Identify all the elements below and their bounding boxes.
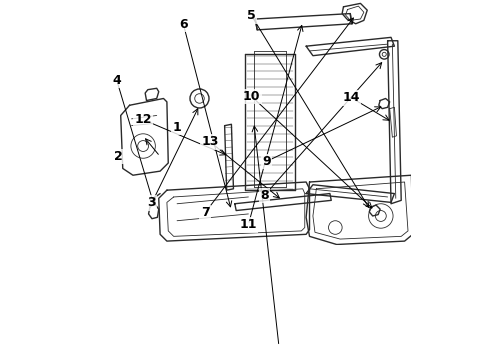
Polygon shape — [313, 182, 408, 239]
Polygon shape — [167, 189, 305, 237]
Text: 12: 12 — [135, 113, 152, 126]
Polygon shape — [306, 175, 413, 244]
Text: 8: 8 — [260, 189, 269, 202]
Text: 14: 14 — [343, 91, 360, 104]
Text: 13: 13 — [201, 135, 219, 148]
Polygon shape — [390, 107, 396, 137]
Polygon shape — [379, 99, 390, 109]
Polygon shape — [342, 3, 367, 24]
Polygon shape — [255, 14, 352, 30]
Polygon shape — [121, 99, 168, 175]
Text: 6: 6 — [179, 18, 188, 31]
Text: 10: 10 — [243, 90, 260, 103]
Polygon shape — [145, 88, 159, 100]
Polygon shape — [306, 37, 394, 56]
Polygon shape — [388, 41, 401, 204]
Polygon shape — [148, 204, 159, 219]
Text: 2: 2 — [114, 150, 123, 163]
Text: 1: 1 — [172, 121, 181, 134]
Polygon shape — [224, 124, 233, 190]
Text: 9: 9 — [262, 155, 271, 168]
Text: 3: 3 — [147, 197, 156, 210]
Text: 4: 4 — [113, 74, 121, 87]
Text: 7: 7 — [201, 206, 209, 219]
Polygon shape — [369, 205, 380, 216]
Polygon shape — [306, 185, 394, 202]
Polygon shape — [159, 182, 310, 241]
Text: 11: 11 — [240, 219, 257, 231]
Polygon shape — [235, 194, 331, 211]
Polygon shape — [345, 6, 364, 21]
Text: 5: 5 — [247, 9, 256, 22]
